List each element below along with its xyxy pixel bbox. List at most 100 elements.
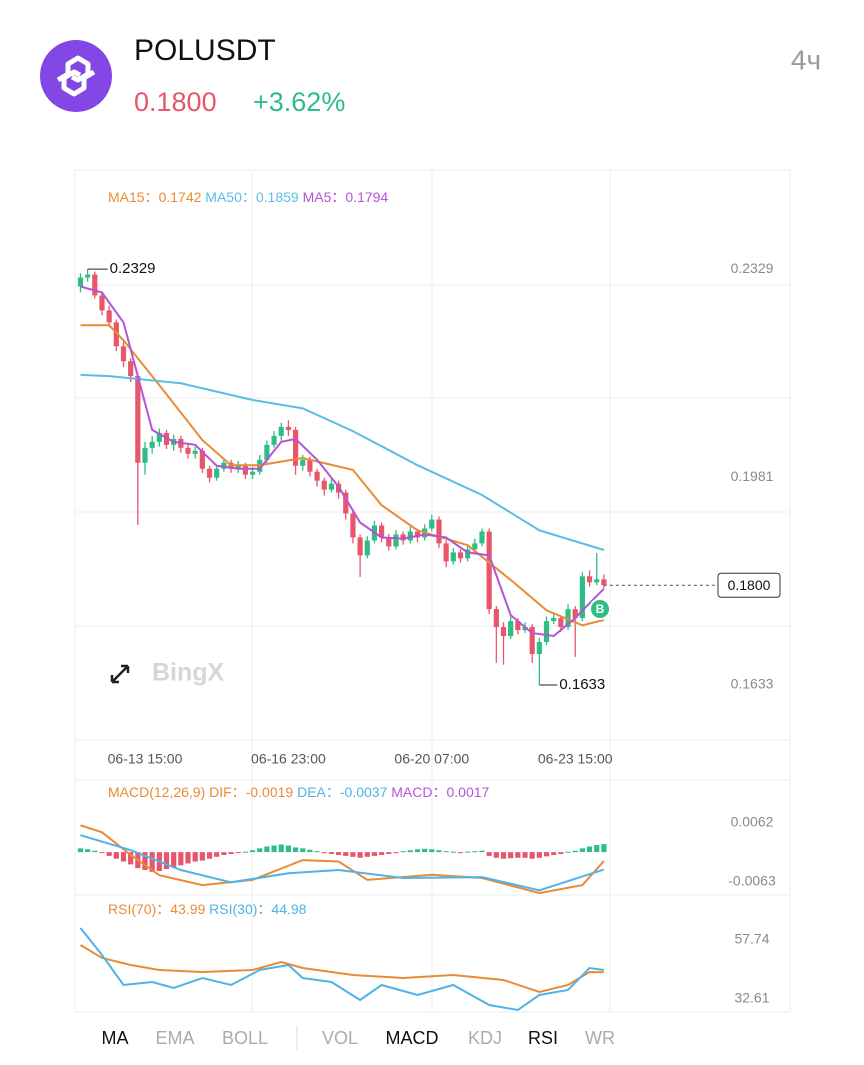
macd-bar: [335, 852, 342, 855]
candle-body: [192, 450, 198, 454]
macd-bar: [292, 847, 299, 853]
macd-bar: [586, 846, 593, 853]
candle-body: [235, 465, 241, 469]
macd-bar: [536, 852, 542, 858]
candle-body: [128, 361, 134, 377]
macd-bar: [128, 852, 134, 865]
candle-body: [429, 519, 435, 529]
macd-bar: [407, 850, 413, 853]
macd-bar: [271, 845, 277, 853]
current-price-box: [717, 572, 781, 598]
candle-body: [77, 277, 84, 287]
indicator-legend: MA15：0.1742 MA50：0.1859 MA5：0.1794: [108, 189, 388, 205]
legend-value: 0.0017: [447, 784, 490, 800]
macd-bar: [278, 844, 284, 853]
candle-body: [543, 621, 550, 643]
y-tick-label: 0.2329: [731, 260, 774, 276]
macd-bar: [543, 852, 550, 857]
indicator-tab[interactable]: VOL: [322, 1028, 358, 1048]
macd-bar: [357, 852, 363, 858]
indicator-line: [80, 834, 605, 892]
macd-bar: [364, 852, 370, 857]
indicator-tab[interactable]: WR: [585, 1028, 615, 1048]
watermark: BingX: [152, 659, 225, 687]
coin-logo-mark: [56, 55, 96, 97]
candle-body: [264, 444, 270, 460]
y-tick-label: 57.74: [734, 931, 769, 947]
legend-label: DEA: [297, 784, 326, 800]
macd-bar: [171, 852, 177, 868]
candle-body: [321, 480, 327, 490]
candle-body: [586, 576, 593, 583]
legend-value: 0.1794: [345, 189, 388, 205]
legend-label: ：: [232, 784, 246, 800]
macd-bar: [206, 852, 213, 859]
indicator-line: [79, 944, 604, 994]
macd-bar: [457, 852, 464, 854]
candle-body: [292, 429, 299, 466]
legend-label: ：: [242, 189, 256, 205]
x-tick-label: 06-16 23:00: [251, 751, 326, 767]
macd-bar: [414, 849, 421, 853]
macd-bar: [400, 851, 406, 853]
candle-body: [493, 609, 499, 628]
macd-bar: [522, 852, 528, 858]
macd-bar: [257, 848, 263, 853]
macd-bar: [386, 852, 392, 855]
candle-body: [285, 426, 291, 430]
macd-bar: [579, 848, 585, 853]
macd-bar: [221, 852, 227, 855]
candle-body: [450, 552, 456, 562]
candle-body: [242, 465, 248, 475]
macd-bar: [500, 852, 507, 859]
candle-body: [536, 642, 542, 654]
macd-bar: [314, 851, 320, 853]
indicator-line: [80, 285, 605, 638]
indicator-tab[interactable]: BOLL: [222, 1028, 268, 1048]
macd-bar: [422, 848, 428, 853]
macd-bar: [113, 852, 119, 859]
macd-bar: [393, 852, 399, 854]
indicator-legend: MACD(12,26,9) DIF：-0.0019 DEA：-0.0037 MA…: [108, 784, 490, 800]
legend-label: ：: [326, 784, 340, 800]
legend-value: 0.1859: [256, 189, 299, 205]
legend-value: 43.99: [170, 901, 205, 917]
candle-body: [135, 376, 141, 463]
candle-body: [379, 525, 385, 538]
macd-bar: [429, 849, 435, 853]
macd-bar: [77, 848, 84, 853]
candle-body: [414, 531, 421, 538]
macd-bar: [85, 849, 91, 853]
candle-body: [407, 531, 413, 541]
candle-body: [99, 295, 105, 311]
indicator-tab[interactable]: MA: [102, 1028, 129, 1048]
macd-bar: [328, 852, 335, 855]
legend-label: RSI(70): [108, 901, 156, 917]
macd-bar: [551, 852, 557, 855]
macd-bar: [149, 852, 155, 872]
legend-value: -0.0037: [340, 784, 388, 800]
interval[interactable]: 4ч: [791, 44, 821, 75]
candle-body: [443, 543, 449, 562]
candle-body: [472, 543, 478, 550]
indicator-line: [80, 824, 605, 895]
indicator-tab[interactable]: KDJ: [468, 1028, 502, 1048]
candle-body: [572, 609, 578, 619]
candle-body: [85, 274, 91, 278]
indicator-tab[interactable]: RSI: [528, 1028, 558, 1048]
price-change: +3.62%: [253, 87, 345, 117]
candle-body: [565, 609, 571, 628]
candle-body: [307, 459, 313, 472]
legend-label: MA5: [303, 189, 332, 205]
indicator-tab[interactable]: MACD: [386, 1028, 439, 1048]
candle-body: [515, 621, 521, 631]
candle-body: [271, 435, 277, 445]
expand-icon[interactable]: [110, 664, 130, 684]
macd-bar: [529, 852, 535, 859]
indicator-tab[interactable]: EMA: [155, 1028, 194, 1048]
candle-body: [486, 531, 492, 610]
macd-bar: [565, 851, 571, 853]
macd-bar: [228, 852, 234, 855]
macd-bar: [515, 852, 521, 858]
